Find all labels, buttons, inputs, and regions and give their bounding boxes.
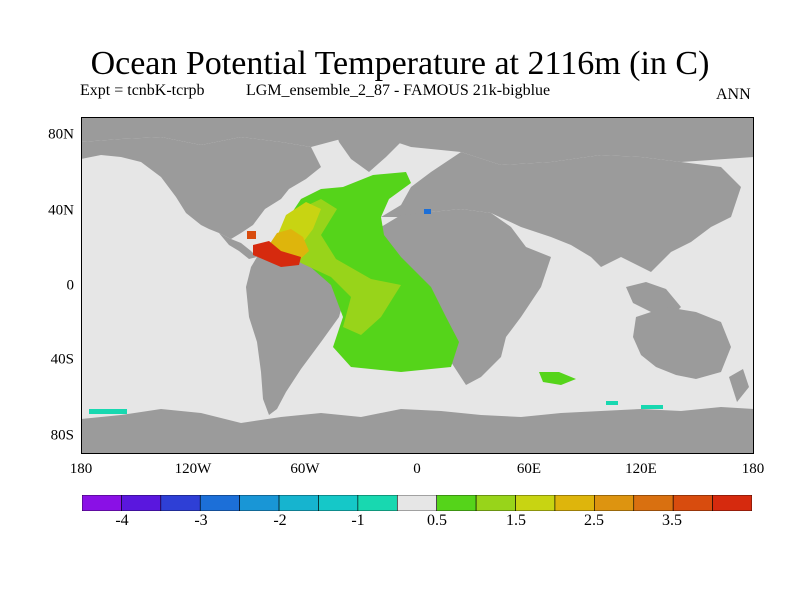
colorbar-label: -1 [351,512,365,529]
period-label: ANN [716,86,751,103]
europe-asia [381,152,741,272]
gulf-of-mexico-hot [247,231,256,239]
lat-label-80n: 80N [48,126,74,143]
colorbar-swatch [199,495,240,511]
temperature-map [81,117,754,454]
lat-label-0: 0 [66,277,75,294]
southern-ocean-cold-2 [641,405,663,409]
colorbar-label: -3 [194,512,208,529]
arctic-land [81,117,754,165]
north-america [81,137,321,239]
colorbar-swatch [594,495,635,511]
colorbar-label: -2 [273,512,287,529]
colorbar-swatch [515,495,556,511]
africa [371,209,551,385]
lon-label-120e: 120E [625,461,657,477]
colorbar-swatch [712,495,752,511]
run-name-label: LGM_ensemble_2_87 - FAMOUS 21k-bigblue [246,82,551,99]
colorbar-swatch [239,495,280,511]
lat-label-80s: 80S [50,427,74,444]
colorbar-swatch [278,495,319,511]
colorbar-label: -4 [115,512,129,529]
colorbar-swatch [396,495,438,511]
colorbar-label: 1.5 [506,512,526,529]
colorbar-label: 3.5 [662,512,682,529]
map-frame [81,117,754,454]
colorbar-swatch [436,495,477,511]
central-america [219,233,257,259]
lon-label-0: 0 [413,461,421,477]
mediterranean-cold [424,209,431,214]
colorbar-swatch [121,495,162,511]
colorbar-swatch [357,495,398,511]
plot-title: Ocean Potential Temperature at 2116m (in… [90,45,710,82]
colorbar [82,495,752,511]
colorbar-swatch [633,495,674,511]
greenland [331,117,411,172]
lat-label-40n: 40N [48,202,74,219]
antarctica [81,407,754,454]
atlantic-temp-2p0 [281,199,401,335]
lon-label-120w: 120W [174,461,212,477]
colorbar-swatch [160,495,201,511]
lon-label-60e: 60E [516,461,542,477]
colorbar-label: 0.5 [427,512,447,529]
lon-label-180e: 180 [741,461,765,477]
colorbar-swatch [318,495,359,511]
new-zealand [729,369,749,402]
colorbar-swatch [554,495,595,511]
lon-label-60w: 60W [290,461,320,477]
colorbar-swatch [82,495,122,511]
southern-ocean-cold [606,401,618,405]
lat-label-40s: 40S [50,351,74,368]
experiment-label: Expt = tcnbK-tcrpb [80,82,205,99]
colorbar-label: 2.5 [584,512,604,529]
australia [633,307,731,379]
indian-ocean-warm [539,372,576,385]
south-pacific-cold [89,409,127,414]
colorbar-swatch [475,495,516,511]
lon-label-180w: 180 [69,461,93,477]
colorbar-swatch [672,495,713,511]
south-america [246,251,346,415]
caribbean-hot [253,241,301,267]
